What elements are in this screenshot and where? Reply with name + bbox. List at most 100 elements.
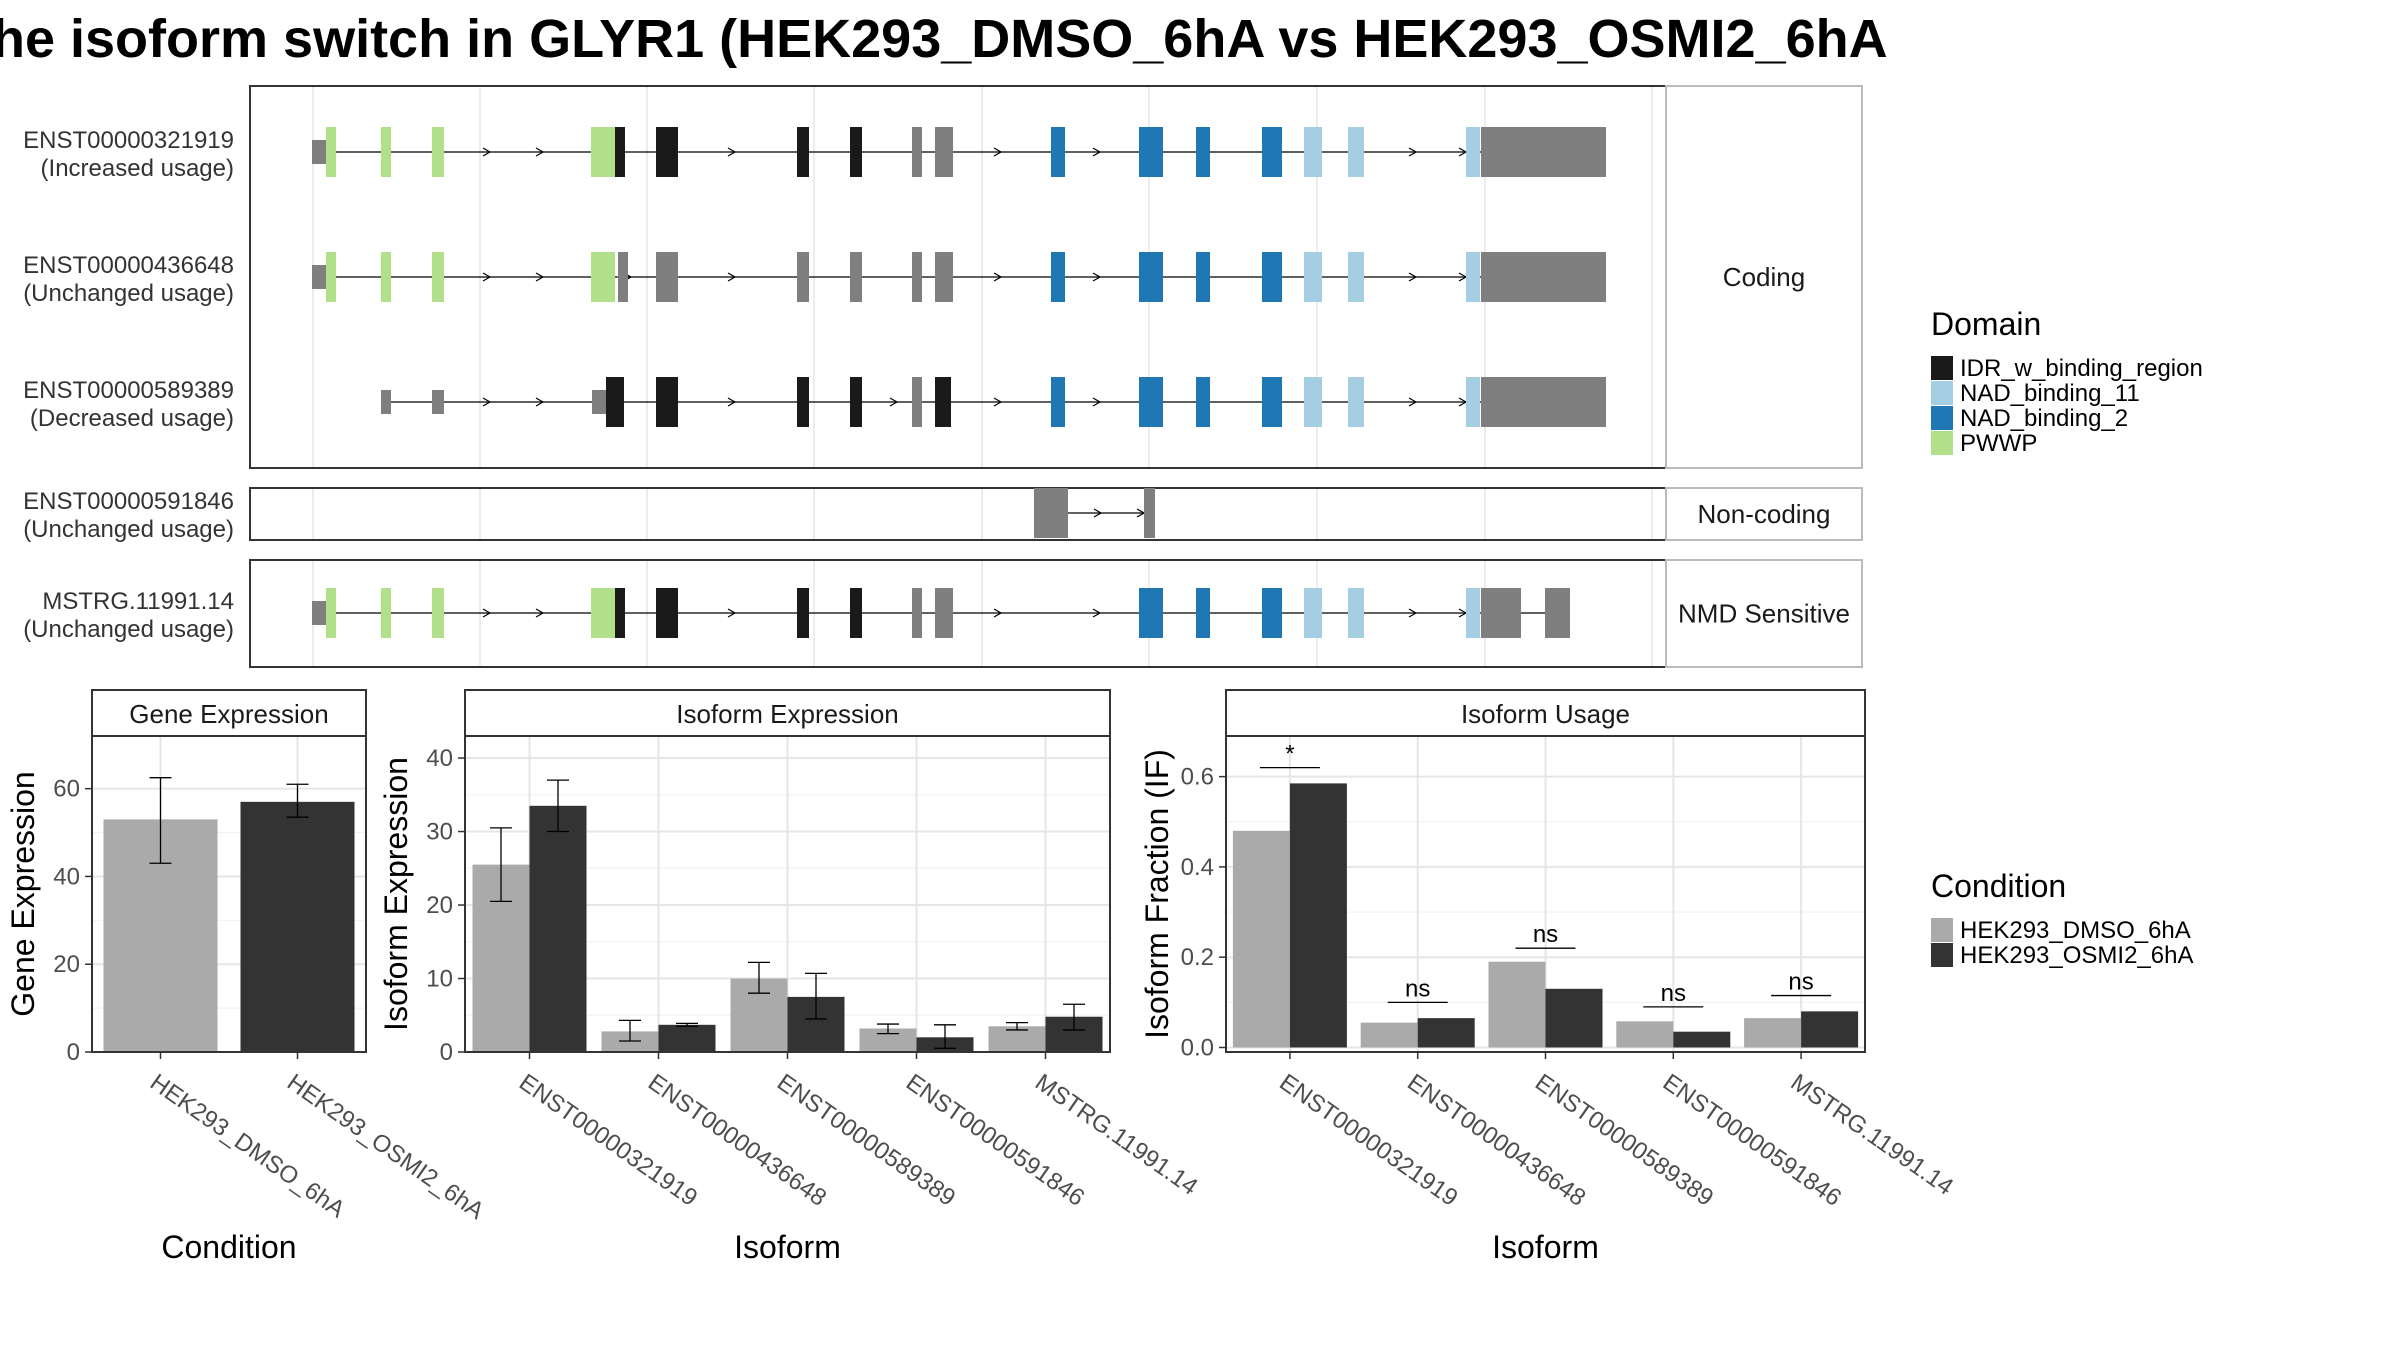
exon-NAD_binding_11	[1348, 377, 1364, 427]
transcript-structure-panel: Coding Non-coding NMD Sensitive ENST0000032…	[23, 85, 1863, 668]
strand-arrow	[482, 272, 492, 282]
exon-PWWP	[432, 127, 444, 177]
strand-arrow	[993, 608, 1003, 618]
strand-arrow	[993, 147, 1003, 157]
y-tick-label: 0.2	[1181, 944, 1214, 971]
exon-nodomain	[1481, 127, 1606, 177]
strand-arrow	[535, 147, 545, 157]
exon-NAD_binding_2	[1262, 377, 1282, 427]
bar	[240, 801, 355, 1052]
exon-IDR_w_binding_region	[656, 377, 678, 427]
panel-border	[91, 735, 367, 1053]
exon-nodomain	[912, 252, 922, 302]
y-tick-label: 0.4	[1181, 854, 1214, 881]
bar-chart-panel: Gene Expression0204060HEK293_DMSO_6hAHEK…	[5, 689, 489, 1265]
exon-IDR_w_binding_region	[606, 377, 624, 427]
exon-nodomain	[912, 588, 922, 638]
significance-label: *	[1285, 741, 1294, 768]
strand-arrow	[1408, 608, 1418, 618]
panel-strip	[464, 689, 1111, 737]
exon-NAD_binding_11	[1466, 252, 1480, 302]
significance-label: ns	[1788, 969, 1813, 996]
exon-nodomain	[592, 390, 606, 414]
exon-nodomain	[312, 140, 326, 164]
strand-arrow	[535, 397, 545, 407]
exon-nodomain	[912, 127, 922, 177]
panel-title: Isoform Expression	[676, 699, 899, 729]
exon-nodomain	[432, 390, 444, 414]
exon-nodomain	[1034, 488, 1068, 538]
exon-NAD_binding_11	[1304, 377, 1322, 427]
strand-arrow	[1092, 147, 1102, 157]
exon-NAD_binding_11	[1304, 127, 1322, 177]
exon-IDR_w_binding_region	[850, 127, 862, 177]
figure-title: he isoform switch in GLYR1 (HEK293_DMSO_…	[0, 9, 1888, 69]
exon-nodomain	[850, 252, 862, 302]
domain-legend-label: PWWP	[1960, 430, 2037, 457]
exon-PWWP	[432, 588, 444, 638]
strand-arrow	[482, 397, 492, 407]
facet-strip	[1665, 487, 1863, 541]
exon-NAD_binding_11	[1348, 127, 1364, 177]
transcript-usage: (Unchanged usage)	[23, 616, 234, 643]
strand-arrow	[1092, 397, 1102, 407]
exon-NAD_binding_2	[1262, 252, 1282, 302]
y-tick-label: 20	[426, 892, 453, 919]
exon-PWWP	[381, 252, 391, 302]
exon-NAD_binding_2	[1051, 127, 1065, 177]
y-axis-title: Isoform Fraction (IF)	[1139, 749, 1175, 1039]
y-tick-label: 0.6	[1181, 764, 1214, 791]
exon-PWWP	[591, 588, 615, 638]
exon-nodomain	[1481, 377, 1606, 427]
y-tick-label: 0.0	[1181, 1034, 1214, 1061]
exon-nodomain	[381, 390, 391, 414]
facet-strip-label: Coding	[1723, 262, 1805, 292]
transcript-usage: (Unchanged usage)	[23, 516, 234, 543]
exon-nodomain	[656, 252, 678, 302]
bar	[1232, 830, 1290, 1048]
panel-title: Isoform Usage	[1461, 699, 1630, 729]
bar	[1744, 1018, 1802, 1048]
exon-IDR_w_binding_region	[850, 377, 862, 427]
y-tick-label: 10	[426, 966, 453, 993]
transcript-row: ENST00000591846(Unchanged usage)	[23, 488, 1155, 543]
exon-PWWP	[381, 127, 391, 177]
bar	[1488, 961, 1546, 1048]
x-axis-title: Condition	[161, 1229, 296, 1265]
strand-arrow	[1408, 272, 1418, 282]
strand-arrow	[1092, 272, 1102, 282]
transcript-id: ENST00000589389	[23, 377, 234, 404]
strand-arrow	[993, 272, 1003, 282]
domain-legend-label: NAD_binding_11	[1960, 380, 2140, 407]
significance-label: ns	[1533, 921, 1558, 948]
transcript-usage: (Decreased usage)	[30, 405, 234, 432]
x-axis-title: Isoform	[734, 1229, 841, 1265]
domain-legend-label: NAD_binding_2	[1960, 405, 2128, 432]
exon-NAD_binding_2	[1196, 588, 1210, 638]
exon-nodomain	[1545, 588, 1570, 638]
exon-NAD_binding_11	[1304, 588, 1322, 638]
facet-strip	[1665, 85, 1863, 469]
legend-swatch	[1931, 431, 1953, 455]
y-axis-title: Gene Expression	[5, 771, 41, 1016]
facet-border	[249, 487, 1667, 541]
exon-IDR_w_binding_region	[615, 588, 625, 638]
bar	[1417, 1018, 1475, 1048]
transcript-usage: (Increased usage)	[41, 155, 234, 182]
bar	[859, 1028, 917, 1052]
y-tick-label: 0	[440, 1039, 453, 1066]
exon-IDR_w_binding_region	[656, 588, 678, 638]
exon-NAD_binding_2	[1139, 588, 1163, 638]
legend-swatch	[1931, 356, 1953, 380]
bar	[1801, 1011, 1859, 1048]
transcript-id: ENST00000321919	[23, 127, 234, 154]
bar	[601, 1031, 659, 1052]
legends: Domain IDR_w_binding_regionNAD_binding_11…	[1931, 306, 2203, 969]
exon-PWWP	[432, 252, 444, 302]
exon-IDR_w_binding_region	[797, 127, 809, 177]
domain-legend-title: Domain	[1931, 306, 2041, 342]
strand-arrow	[727, 147, 737, 157]
exon-IDR_w_binding_region	[850, 588, 862, 638]
exon-nodomain	[312, 601, 326, 625]
